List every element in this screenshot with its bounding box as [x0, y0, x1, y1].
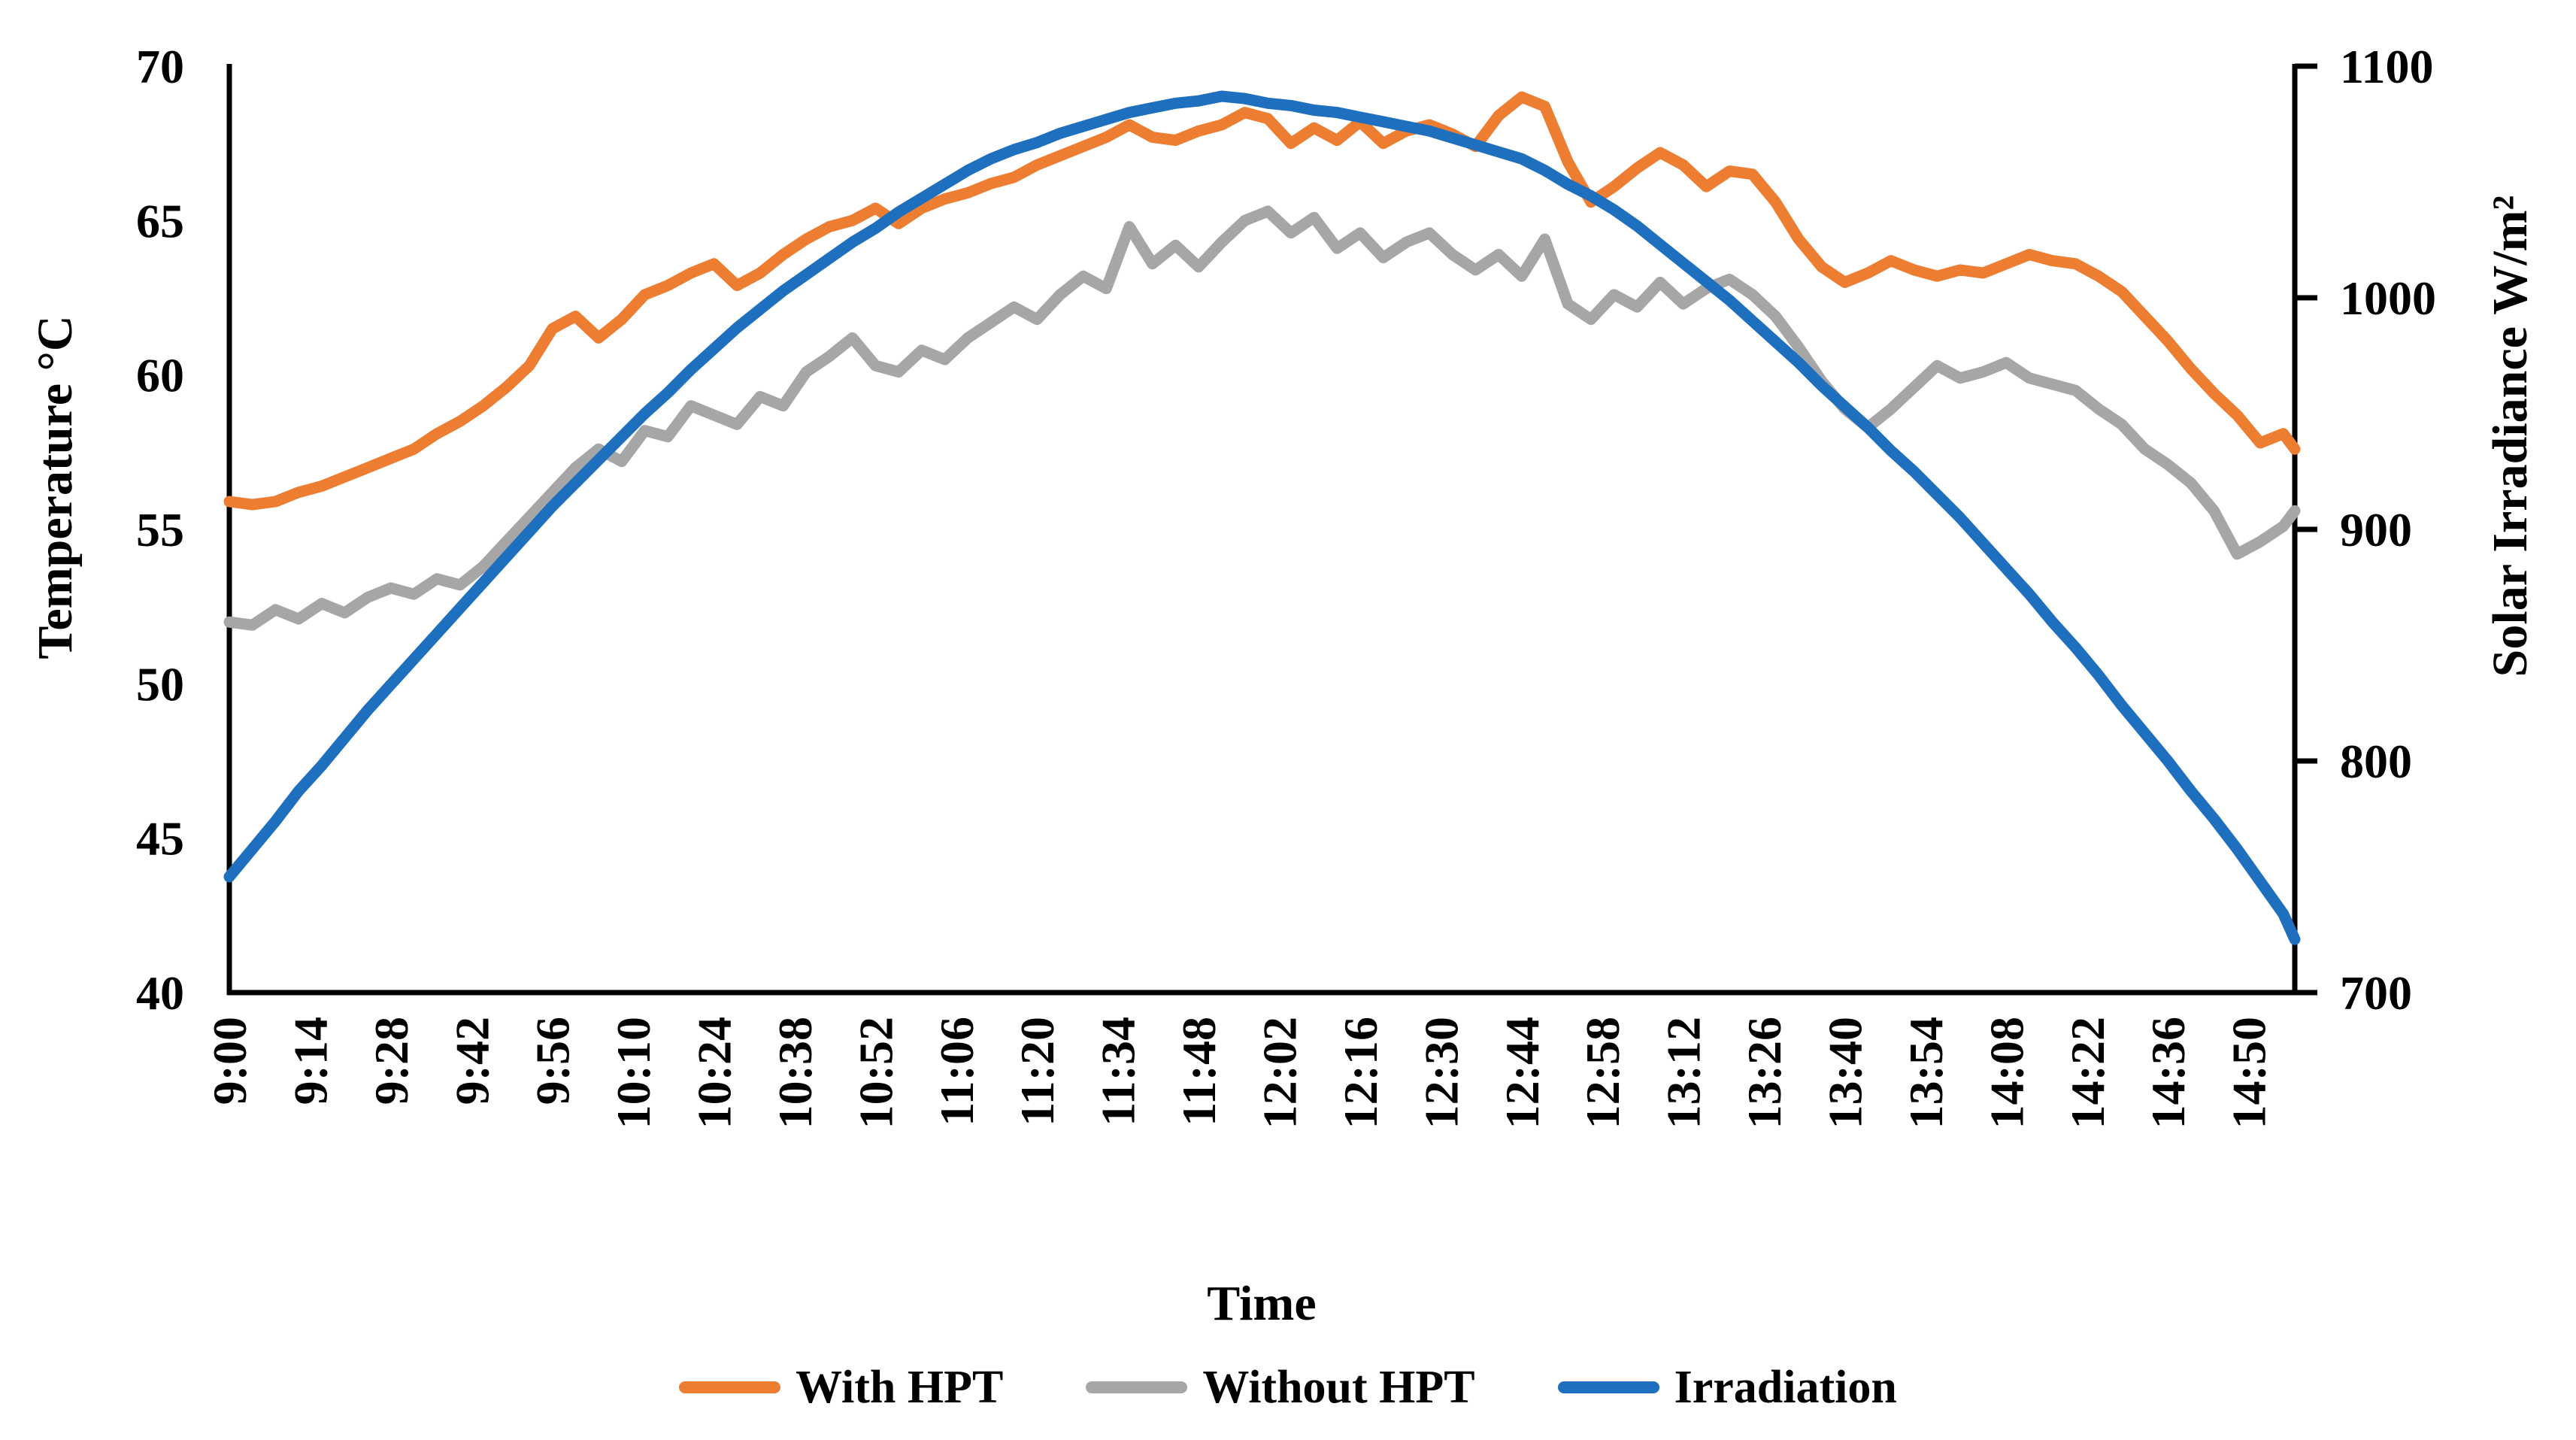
without-hpt-line-swatch [1086, 1381, 1188, 1393]
legend: With HPT Without HPT Irradiation [0, 1350, 2576, 1425]
series-line-with-hpt [223, 91, 2301, 511]
x-tick-label: 10:24 [688, 1017, 741, 1129]
x-tick-label: 13:12 [1657, 1017, 1711, 1129]
x-tick-label: 13:40 [1818, 1017, 1871, 1129]
with-hpt-line-swatch [679, 1381, 781, 1393]
y-left-tick-label: 60 [136, 349, 184, 402]
x-tick-label: 13:26 [1738, 1017, 1791, 1129]
irradiation-line-swatch [1557, 1381, 1659, 1393]
y-left-tick-label: 45 [136, 812, 184, 866]
x-tick-label: 12:16 [1334, 1017, 1387, 1129]
x-tick-label: 13:54 [1899, 1017, 1953, 1129]
series-line-irradiation [223, 90, 2301, 945]
y-left-tick-label: 65 [136, 194, 184, 247]
x-tick-label: 12:58 [1576, 1017, 1629, 1129]
x-axis-title: Time [1207, 1276, 1316, 1331]
x-tick-label: 9:28 [365, 1017, 418, 1105]
y-right-tick-label: 1000 [2340, 271, 2436, 325]
series-lines [223, 90, 2301, 945]
y-left-tick-label: 70 [136, 40, 184, 93]
legend-label-irradiation: Irradiation [1674, 1362, 1897, 1413]
y-right-tick-label: 1100 [2340, 40, 2433, 93]
x-tick-label: 11:48 [1172, 1017, 1226, 1126]
x-tick-label: 9:42 [445, 1017, 499, 1105]
y-left-tick-label: 40 [136, 966, 184, 1020]
legend-label-without-hpt: Without HPT [1202, 1362, 1475, 1413]
axes [226, 63, 2317, 996]
x-tick-label: 9:14 [283, 1017, 337, 1105]
x-tick-label: 9:56 [526, 1017, 580, 1105]
x-tick-label: 14:22 [2061, 1017, 2114, 1129]
x-tick-label: 12:44 [1496, 1017, 1549, 1129]
y-right-tick-label: 700 [2340, 966, 2412, 1020]
x-tick-label: 11:06 [930, 1017, 983, 1126]
x-tick-label: 14:08 [1980, 1017, 2033, 1129]
x-tick-label: 11:20 [1011, 1017, 1064, 1126]
x-tick-label: 14:36 [2141, 1017, 2195, 1129]
legend-item-irradiation: Irradiation [1557, 1362, 1897, 1413]
y-right-tick-label: 800 [2340, 735, 2412, 788]
x-tick-label: 10:38 [768, 1017, 822, 1129]
legend-item-with-hpt: With HPT [679, 1364, 1003, 1411]
y-left-tick-label: 50 [136, 657, 184, 711]
x-tick-label: 12:02 [1253, 1017, 1307, 1129]
x-tick-label: 10:52 [849, 1017, 902, 1129]
legend-label-with-hpt: With HPT [796, 1362, 1004, 1413]
x-tick-label: 12:30 [1414, 1017, 1468, 1129]
x-tick-label: 14:50 [2223, 1017, 2276, 1129]
y-left-tick-label: 55 [136, 503, 184, 556]
y-left-axis-title: Temperature °C [28, 315, 83, 659]
x-tick-label: 10:10 [607, 1017, 660, 1129]
series-line-without-hpt [223, 205, 2301, 631]
x-tick-labels: 9:00 9:14 9:28 9:42 9:56 10:10 10:24 10:38 10:52… [203, 1017, 2276, 1129]
y-left-tick-labels: 70 65 60 55 50 45 40 [136, 40, 184, 1020]
y-right-axis-title: Solar Irradiance W/m² [2483, 196, 2538, 678]
legend-item-without-hpt: Without HPT [1086, 1362, 1475, 1413]
x-tick-label: 11:34 [1092, 1017, 1145, 1126]
y-right-tick-labels: 1100 1000 900 800 700 [2340, 40, 2436, 1020]
y-right-tick-label: 900 [2340, 503, 2412, 556]
x-tick-label: 9:00 [203, 1017, 256, 1105]
